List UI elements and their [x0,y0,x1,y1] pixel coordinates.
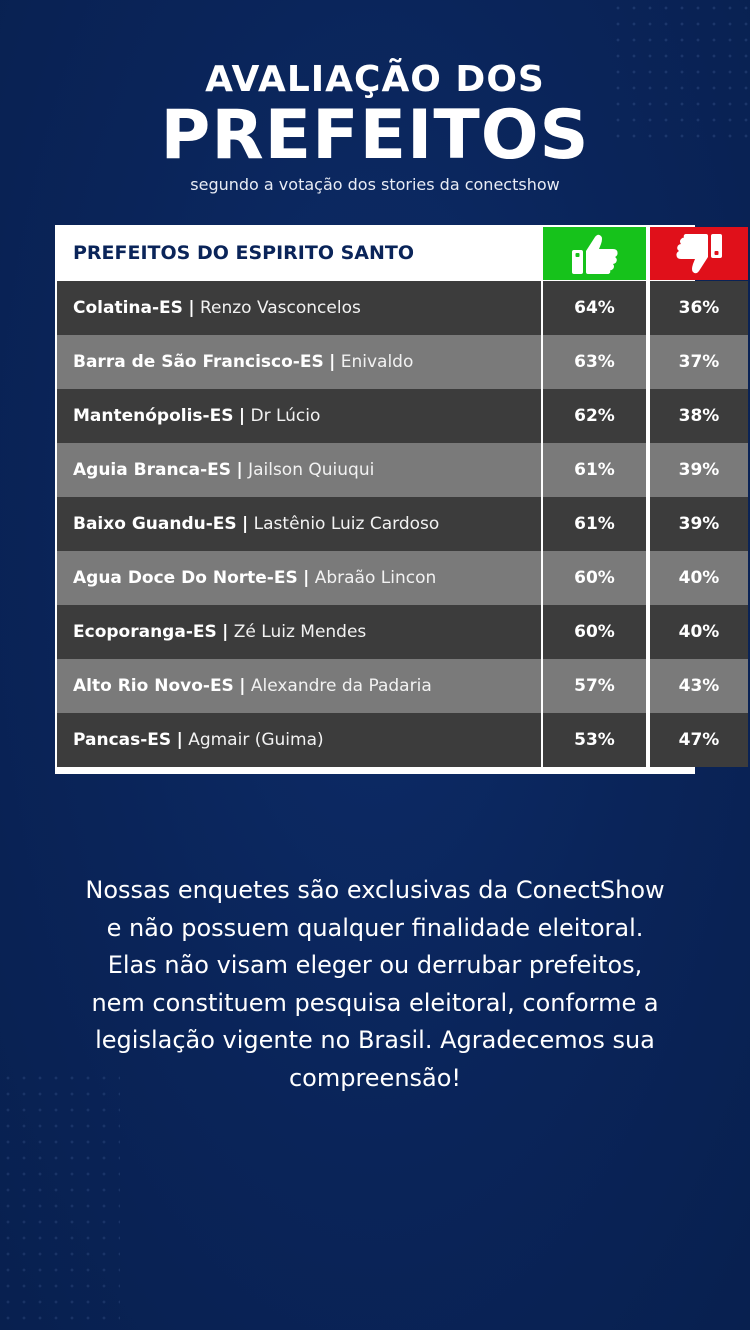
approve-percent: 60% [543,605,646,659]
table-row: Barra de São Francisco-ES | Enivaldo 63%… [57,335,750,389]
city-mayor-cell: Ecoporanga-ES | Zé Luiz Mendes [57,605,541,659]
separator: | [239,676,246,696]
disapprove-percent: 43% [650,659,748,713]
table-heading: PREFEITOS DO ESPIRITO SANTO [57,227,539,279]
disapprove-header [650,227,748,280]
approve-percent: 63% [543,335,646,389]
table-row: Baixo Guandu-ES | Lastênio Luiz Cardoso … [57,497,750,551]
table-row: Mantenópolis-ES | Dr Lúcio 62% 38% [57,389,750,443]
city-name: Alto Rio Novo-ES [73,676,234,696]
city-mayor-cell: Baixo Guandu-ES | Lastênio Luiz Cardoso [57,497,541,551]
city-mayor-cell: Pancas-ES | Agmair (Guima) [57,713,541,767]
subtitle: segundo a votação dos stories da conects… [190,175,560,194]
table-row: Pancas-ES | Agmair (Guima) 53% 47% [57,713,750,767]
disapprove-percent: 40% [650,551,748,605]
separator: | [242,514,249,534]
thumbs-down-icon [676,233,722,273]
city-mayor-cell: Agua Doce Do Norte-ES | Abraão Lincon [57,551,541,605]
city-name: Colatina-ES [73,298,183,318]
city-mayor-cell: Mantenópolis-ES | Dr Lúcio [57,389,541,443]
decorative-dots [0,1070,120,1330]
table-row: Alto Rio Novo-ES | Alexandre da Padaria … [57,659,750,713]
disclaimer-text: Nossas enquetes são exclusivas da Conect… [85,876,665,1092]
decorative-dots [610,0,750,150]
disapprove-percent: 47% [650,713,748,767]
city-name: Pancas-ES [73,730,172,750]
mayor-name: Lastênio Luiz Cardoso [253,514,440,534]
page-title: PREFEITOS [160,96,590,175]
disapprove-percent: 39% [650,443,748,497]
separator: | [176,730,183,750]
city-name: Mantenópolis-ES [73,406,234,426]
mayor-name: Jailson Quiuqui [248,460,375,480]
approve-percent: 64% [543,281,646,335]
mayor-name: Dr Lúcio [250,406,321,426]
approve-header [543,227,646,280]
city-name: Aguia Branca-ES [73,460,232,480]
disapprove-percent: 40% [650,605,748,659]
mayor-name: Renzo Vasconcelos [199,298,361,318]
disapprove-percent: 36% [650,281,748,335]
city-mayor-cell: Colatina-ES | Renzo Vasconcelos [57,281,541,335]
disapprove-percent: 39% [650,497,748,551]
approve-percent: 61% [543,443,646,497]
ratings-table: PREFEITOS DO ESPIRITO SANTO Colatina-ES … [55,225,748,774]
table-header: PREFEITOS DO ESPIRITO SANTO [55,225,748,281]
city-mayor-cell: Aguia Branca-ES | Jailson Quiuqui [57,443,541,497]
mayor-name: Agmair (Guima) [188,730,324,750]
separator: | [238,406,246,426]
approve-percent: 60% [543,551,646,605]
approve-percent: 53% [543,713,646,767]
table-row: Agua Doce Do Norte-ES | Abraão Lincon 60… [57,551,750,605]
header: AVALIAÇÃO DOS PREFEITOS segundo a votaçã… [0,58,750,196]
approve-percent: 57% [543,659,646,713]
title-top: AVALIAÇÃO DOS [205,59,545,100]
city-mayor-cell: Barra de São Francisco-ES | Enivaldo [57,335,541,389]
city-name: Agua Doce Do Norte-ES [73,568,298,588]
mayor-name: Alexandre da Padaria [250,676,432,696]
table-row: Aguia Branca-ES | Jailson Quiuqui 61% 39… [57,443,750,497]
separator: | [222,622,229,642]
approve-percent: 61% [543,497,646,551]
city-name: Ecoporanga-ES [73,622,217,642]
table-row: Ecoporanga-ES | Zé Luiz Mendes 60% 40% [57,605,750,659]
disapprove-percent: 38% [650,389,748,443]
city-name: Baixo Guandu-ES [73,514,237,534]
disapprove-percent: 37% [650,335,748,389]
mayor-name: Enivaldo [340,352,414,372]
thumbs-up-icon [571,234,618,274]
city-name: Barra de São Francisco-ES [73,352,324,372]
separator: | [329,352,336,372]
separator: | [236,460,243,480]
city-mayor-cell: Alto Rio Novo-ES | Alexandre da Padaria [57,659,541,713]
mayor-name: Abraão Lincon [314,568,437,588]
table-row: Colatina-ES | Renzo Vasconcelos 64% 36% [57,281,750,335]
mayor-name: Zé Luiz Mendes [233,622,367,642]
separator: | [188,298,195,318]
separator: | [303,568,310,588]
approve-percent: 62% [543,389,646,443]
